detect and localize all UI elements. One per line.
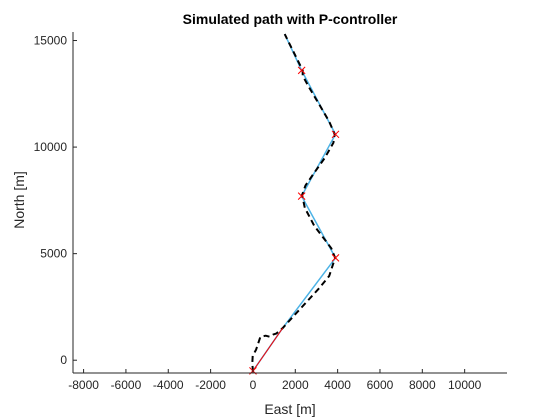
waypoint-marker (331, 130, 340, 139)
x-tick-label: 0 (250, 378, 257, 392)
x-tick-label: -4000 (153, 378, 184, 392)
x-tick-label: 8000 (409, 378, 436, 392)
off-path-segment-line (252, 327, 284, 372)
x-tick-label: 4000 (324, 378, 351, 392)
y-tick-label: 0 (60, 353, 67, 367)
waypoint-marker (297, 192, 306, 200)
x-axis-label: East [m] (264, 401, 315, 417)
y-tick-label: 10000 (34, 140, 68, 154)
y-tick-label: 5000 (40, 247, 67, 261)
simulated-path-line (251, 33, 337, 372)
y-ticks: 0 5000 10000 15000 (34, 34, 77, 367)
x-tick-label: -8000 (68, 378, 99, 392)
waypoint-marker (331, 254, 340, 262)
y-axis-label: North [m] (11, 171, 27, 229)
x-tick-label: -6000 (111, 378, 142, 392)
y-tick-label: 15000 (34, 34, 68, 48)
x-tick-label: -2000 (195, 378, 226, 392)
plot-marks (249, 33, 340, 375)
x-tick-label: 10000 (448, 378, 482, 392)
axes: -8000 -6000 -4000 -2000 0 2000 4000 6000 8000 100… (34, 32, 507, 392)
chart-title: Simulated path with P-controller (183, 11, 398, 27)
x-tick-label: 6000 (367, 378, 394, 392)
x-tick-label: 2000 (282, 378, 309, 392)
x-ticks: -8000 -6000 -4000 -2000 0 2000 4000 6000 8000 100… (68, 369, 482, 392)
waypoint-marker (297, 66, 306, 75)
